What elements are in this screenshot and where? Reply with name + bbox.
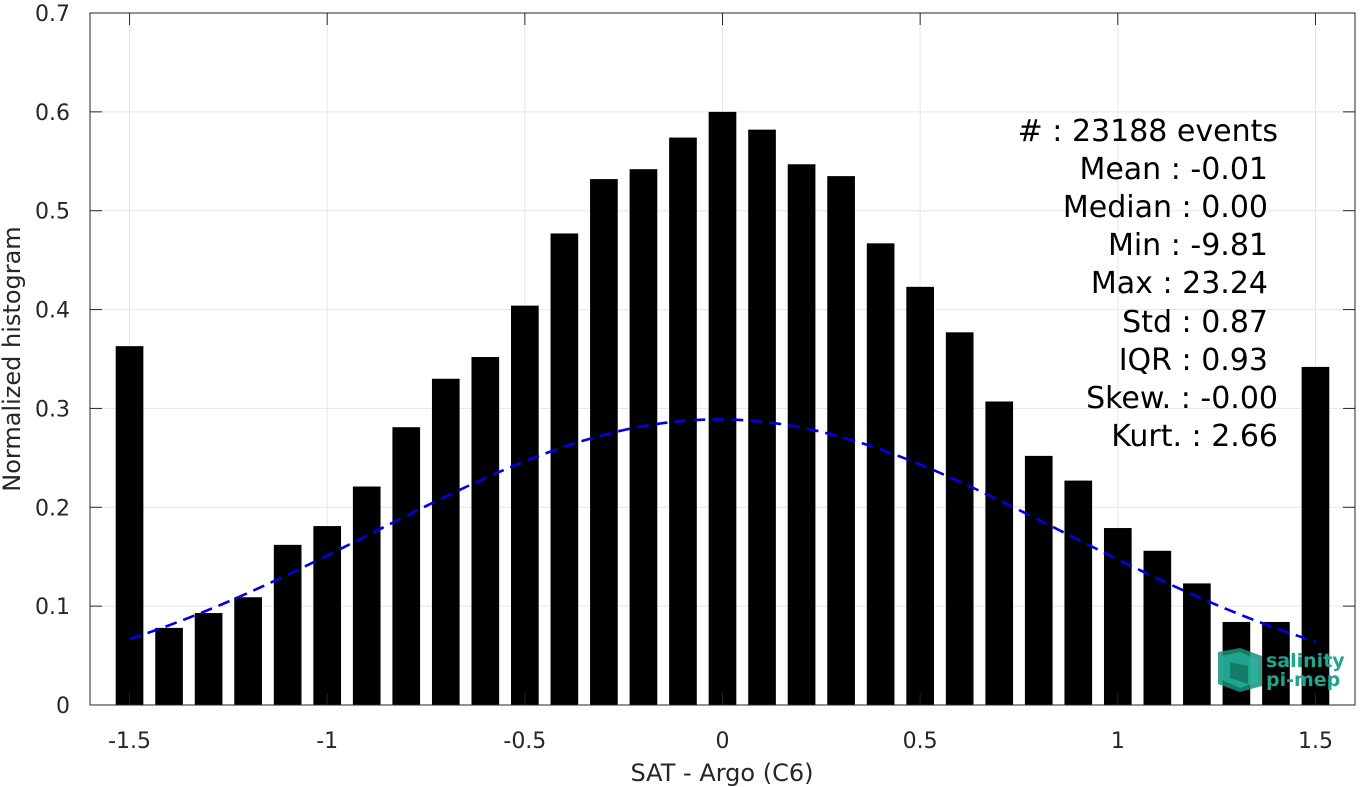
logo-line2: pi-mep: [1266, 669, 1340, 691]
histogram-bar: [471, 357, 500, 705]
y-axis-label: Normalized histogram: [0, 226, 26, 491]
stat-iqr: IQR : 0.93: [1119, 343, 1268, 378]
y-tick-labels: 0 0.1 0.2 0.3 0.4 0.5 0.6 0.7: [35, 2, 70, 719]
histogram-bar: [1064, 480, 1093, 705]
histogram-bar: [748, 129, 776, 705]
stat-min: Min : -9.81: [1108, 228, 1268, 263]
stat-mean: Mean : -0.01: [1079, 152, 1268, 187]
histogram-bar: [629, 169, 658, 706]
histogram-bar: [1183, 583, 1211, 705]
histogram-bar: [1103, 528, 1132, 705]
stat-max: Max : 23.24: [1091, 266, 1268, 301]
x-tick-label: 0.5: [903, 729, 938, 754]
histogram-bar: [234, 597, 262, 705]
y-tick-label: 0: [56, 694, 70, 719]
histogram-bar: [1143, 550, 1172, 705]
stat-std: Std : 0.87: [1122, 305, 1268, 340]
x-tick-label: 1.5: [1298, 729, 1333, 754]
axis-ticks: [90, 12, 1355, 706]
y-tick-label: 0.5: [35, 200, 70, 225]
x-tick-label: 0: [716, 729, 730, 754]
x-tick-label: -1.5: [108, 729, 151, 754]
histogram-bar: [550, 233, 579, 706]
normal-fit-curve: [129, 418, 1316, 643]
histogram-bar: [1024, 455, 1053, 705]
logo-line1: salinity: [1266, 650, 1345, 672]
histogram-bar: [313, 526, 342, 705]
histogram-bars: [115, 111, 1330, 706]
x-tick-label: -0.5: [503, 729, 546, 754]
histogram-bar: [511, 305, 539, 705]
y-tick-label: 0.1: [35, 595, 70, 620]
histogram-bar: [392, 427, 421, 705]
y-tick-label: 0.2: [35, 496, 70, 521]
stat-kurt: Kurt. : 2.66: [1111, 419, 1278, 454]
histogram-bar: [945, 332, 974, 705]
histogram-bar: [1262, 621, 1290, 705]
y-tick-label: 0.4: [35, 299, 70, 324]
stats-panel: # : 23188 events Mean : -0.01 Median : 0…: [1018, 114, 1278, 454]
histogram-bar: [1301, 366, 1330, 705]
stat-events: # : 23188 events: [1018, 114, 1278, 149]
x-tick-label: -1: [316, 729, 338, 754]
histogram-bar: [155, 627, 183, 705]
y-tick-label: 0.6: [35, 101, 70, 126]
y-tick-label: 0.7: [35, 2, 70, 27]
histogram-bar: [708, 111, 737, 706]
histogram-bar: [906, 286, 934, 705]
histogram-bar: [431, 378, 460, 705]
histogram-bar: [866, 243, 895, 705]
histogram-bar: [115, 346, 144, 705]
histogram-bar: [787, 164, 816, 705]
stat-skew: Skew. : -0.00: [1086, 381, 1278, 416]
histogram-bar: [352, 486, 381, 705]
salinity-logo: salinity pi-mep: [1218, 648, 1345, 692]
histogram-bar: [590, 179, 618, 705]
x-tick-labels: -1.5 -1 -0.5 0 0.5 1 1.5: [108, 729, 1333, 754]
y-tick-label: 0.3: [35, 397, 70, 422]
stat-median: Median : 0.00: [1063, 190, 1268, 225]
histogram-bar: [985, 401, 1014, 705]
x-tick-label: 1: [1111, 729, 1125, 754]
histogram-bar: [194, 613, 223, 705]
logo-cube-icon: [1218, 648, 1262, 692]
x-axis-label: SAT - Argo (C6): [631, 759, 814, 787]
